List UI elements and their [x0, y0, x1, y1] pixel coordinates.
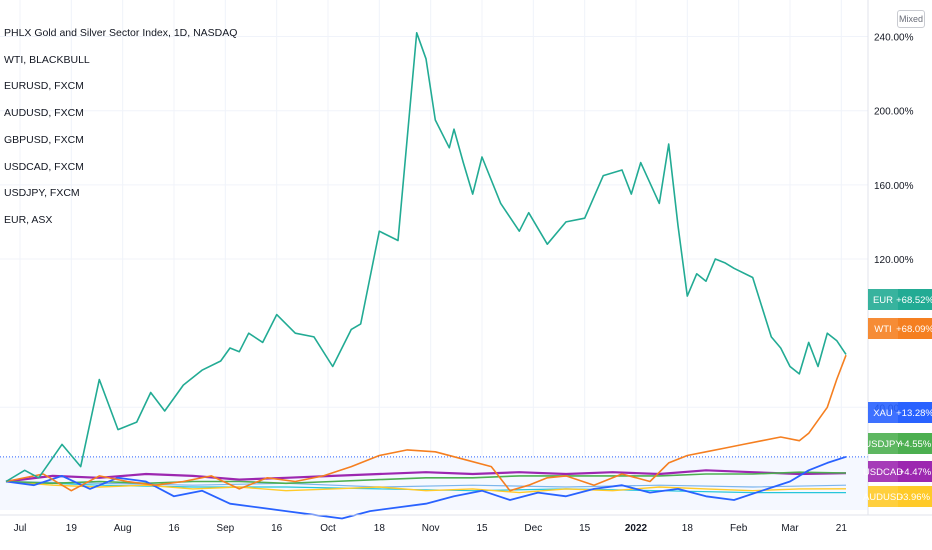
chart-grid — [0, 0, 868, 510]
price-tag-value-bg — [898, 289, 932, 310]
price-tag-wti: WTI +68.09% — [868, 318, 932, 339]
price-tag-symbol: WTI — [874, 324, 891, 335]
price-tag-symbol-bg — [868, 318, 898, 339]
legend-item[interactable]: USDCAD, FXCM — [4, 160, 84, 173]
price-tag-symbol: USDJPY — [864, 439, 902, 450]
series-line-eurusd — [5, 480, 846, 494]
price-tag-xau: XAU +13.28% — [868, 402, 932, 423]
y-tick-label: 240.00% — [874, 33, 914, 44]
price-tags: EUR +68.52% WTI +68.09% XAU +13.28% USDJPY+4.5… — [863, 289, 932, 507]
series-line-usdcad — [5, 469, 847, 483]
x-tick-label: 15 — [579, 523, 591, 534]
legend-item[interactable]: EUR, ASX — [4, 213, 53, 226]
price-tag-symbol-bg — [868, 486, 898, 507]
legend-item[interactable]: AUDUSD, FXCM — [4, 107, 84, 120]
legend: PHLX Gold and Silver Sector Index, 1D, N… — [4, 20, 237, 234]
x-tick-label: 19 — [66, 523, 78, 534]
price-tag-value: +4.55% — [899, 439, 932, 450]
y-tick-label: 120.00% — [874, 255, 914, 266]
x-tick-label: Feb — [730, 523, 748, 534]
price-tag-value: +68.52% — [896, 295, 932, 306]
x-tick-label: Sep — [216, 523, 234, 534]
legend-item[interactable]: EURUSD, FXCM — [4, 80, 84, 93]
x-tick-label: Nov — [422, 523, 440, 534]
price-tag-symbol: USDCAD — [863, 467, 903, 478]
price-tag-value: +4.47% — [899, 467, 932, 478]
x-tick-label: 16 — [168, 523, 180, 534]
x-tick-label: Oct — [320, 523, 336, 534]
legend-item[interactable]: GBPUSD, FXCM — [4, 133, 84, 146]
x-tick-label: Dec — [524, 523, 542, 534]
price-tag-value-bg — [898, 486, 932, 507]
x-tick-label: Aug — [114, 523, 132, 534]
price-tag-symbol: AUDUSD — [863, 492, 903, 503]
price-tag-audusd: AUDUSD-3.96% — [863, 486, 932, 507]
y-tick-label: 200.00% — [874, 107, 914, 118]
price-tag-symbol-bg — [868, 461, 898, 482]
price-tag-usdjpy: USDJPY+4.55% — [864, 433, 932, 454]
price-tag-symbol-bg — [868, 402, 898, 423]
scale-mode-button[interactable]: Mixed — [897, 10, 925, 28]
price-tag-value: +68.09% — [896, 324, 932, 335]
price-tag-eur: EUR +68.52% — [868, 289, 932, 310]
price-tag-value-bg — [898, 433, 932, 454]
price-tag-value-bg — [898, 461, 932, 482]
legend-item[interactable]: USDJPY, FXCM — [4, 187, 80, 200]
series-line-eur — [5, 31, 847, 483]
x-tick-label: 21 — [836, 523, 848, 534]
legend-item[interactable]: PHLX Gold and Silver Sector Index, 1D, N… — [4, 27, 238, 39]
series-lines — [5, 31, 847, 520]
series-line-audusd — [5, 480, 847, 494]
price-tag-value-bg — [898, 402, 932, 423]
x-tick-label: Jul — [14, 523, 27, 534]
x-tick-label: 16 — [271, 523, 283, 534]
price-tag-value: -3.96% — [900, 492, 931, 503]
price-tag-symbol: EUR — [873, 295, 893, 306]
price-tag-value-bg — [898, 318, 932, 339]
price-tag-symbol: XAU — [873, 408, 893, 419]
x-tick-label: 18 — [682, 523, 694, 534]
x-tick-label: 18 — [374, 523, 386, 534]
price-tag-usdcad: USDCAD+4.47% — [863, 461, 932, 482]
price-tag-value: +13.28% — [896, 408, 932, 419]
x-axis: Jul 19 Aug 16 Sep 16 Oct 18 Nov 15 Dec 15 2022 18 Feb M… — [0, 514, 932, 534]
x-tick-label: Mar — [781, 523, 799, 534]
x-tick-label: 2022 — [625, 523, 648, 534]
x-tick-label: 15 — [476, 523, 488, 534]
price-tag-symbol-bg — [868, 289, 898, 310]
series-line-wti — [5, 354, 847, 492]
price-tag-symbol-bg — [868, 433, 898, 454]
y-tick-label: 160.00% — [874, 181, 914, 192]
legend-item[interactable]: WTI, BLACKBULL — [4, 53, 90, 66]
